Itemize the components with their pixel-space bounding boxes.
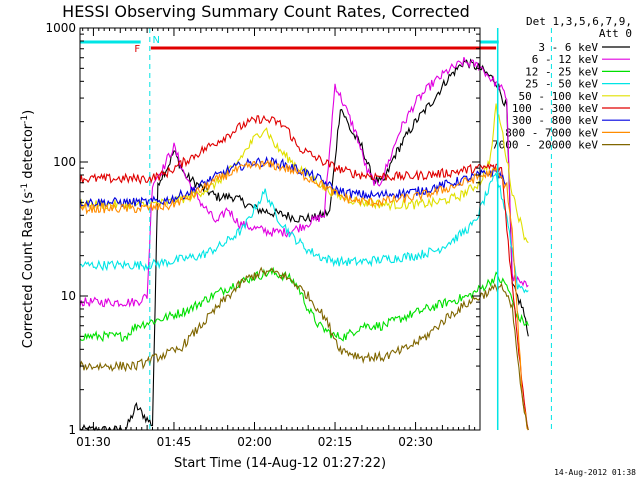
x-tick-label: 01:30 [76, 435, 111, 449]
legend-label-50-100-kev: 50 - 100 keV [519, 90, 599, 103]
plot-frame [79, 27, 481, 431]
y-axis-label: Corrected Count Rate (s-1 detector-1) [20, 110, 36, 348]
series-line-100-300-kev [79, 114, 529, 431]
series-line-6-12-kev [79, 57, 529, 308]
y-axis-label-mid: detector [21, 123, 36, 183]
legend-label-800-7000-kev: 800 - 7000 keV [505, 126, 598, 139]
flag-layer: FN [80, 28, 552, 430]
legend-label-3-6-kev: 3 - 6 keV [538, 41, 598, 54]
y-tick-label: 1 [68, 423, 76, 437]
night-flag-label: N [152, 35, 159, 46]
legend-header-line-2: Att 0 [599, 27, 632, 40]
x-tick-label: 02:30 [398, 435, 433, 449]
series-layer [79, 57, 529, 432]
x-axis-label: Start Time (14-Aug-12 01:27:22) [174, 456, 386, 471]
legend-label-12-25-kev: 12 - 25 keV [525, 65, 598, 78]
x-tick-label: 01:45 [157, 435, 192, 449]
legend-label-100-300-kev: 100 - 300 keV [512, 102, 598, 115]
y-axis-label-sup1: -1 [20, 183, 30, 192]
flare-flag-label: F [134, 44, 140, 55]
y-axis-label-sup2: -1 [20, 115, 30, 124]
legend-label-300-800-kev: 300 - 800 keV [512, 114, 598, 127]
chart-title: HESSI Observing Summary Count Rates, Cor… [62, 2, 470, 21]
y-tick-label: 1000 [45, 21, 76, 35]
timestamp: 14-Aug-2012 01:38 [554, 468, 636, 477]
series-line-800-7000-kev [79, 159, 529, 431]
legend-label-25-50-kev: 25 - 50 keV [525, 78, 598, 91]
y-axis: 1 10 100 1000 [45, 21, 480, 437]
x-axis: 01:30 01:45 02:00 02:15 02:30 [76, 28, 481, 449]
legend-label-6-12-kev: 6 - 12 keV [532, 53, 599, 66]
legend-header-line-1: Det 1,3,5,6,7,9, [526, 15, 632, 28]
y-axis-label-end: ) [21, 110, 36, 115]
series-line-3-6-kev [79, 58, 529, 432]
y-tick-label: 10 [61, 289, 76, 303]
x-tick-label: 02:15 [318, 435, 353, 449]
x-tick-label: 02:00 [237, 435, 272, 449]
y-tick-label: 100 [53, 155, 76, 169]
series-line-25-50-kev [79, 171, 529, 294]
series-line-12-25-kev [79, 266, 529, 343]
legend-label-7000-20000-kev: 7000 - 20000 keV [492, 139, 598, 152]
series-line-50-100-kev [79, 103, 529, 244]
series-line-7000-20000-kev [79, 266, 529, 431]
y-axis-label-main: Corrected Count Rate (s [21, 192, 36, 349]
